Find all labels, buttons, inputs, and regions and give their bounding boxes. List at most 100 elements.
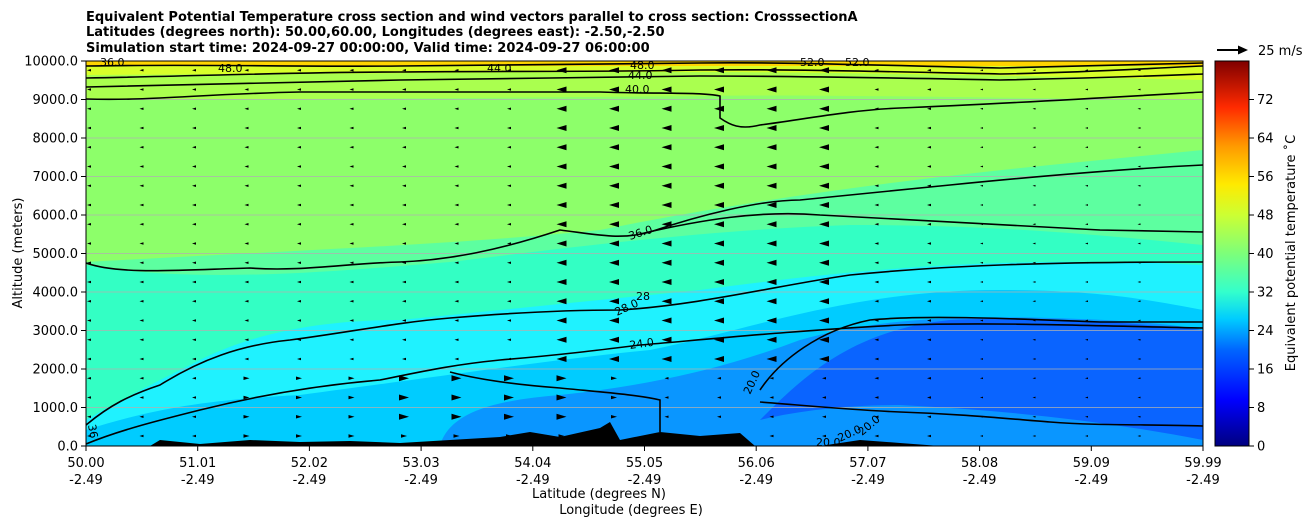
wind-vector	[296, 395, 302, 400]
wind-vector	[1137, 377, 1141, 380]
wind-vector	[1085, 338, 1088, 341]
wind-vector	[244, 338, 249, 341]
wind-vector	[454, 69, 459, 72]
wind-vector	[1085, 261, 1088, 264]
y-tick-label: 3000.0	[33, 324, 79, 339]
wind-vector	[507, 107, 511, 110]
wind-vector	[874, 242, 879, 245]
x-axis-label-longitude: Longitude (degrees E)	[559, 503, 703, 518]
wind-vector	[192, 223, 196, 226]
wind-vector	[1137, 338, 1141, 341]
wind-vector	[1032, 415, 1036, 418]
wind-vector	[1032, 165, 1036, 168]
wind-vector	[556, 317, 567, 324]
wind-vector	[556, 163, 567, 170]
wind-vector	[454, 223, 459, 226]
wind-vector	[1085, 204, 1088, 206]
wind-vector	[556, 375, 567, 382]
wind-vector	[874, 280, 879, 284]
wind-vector	[1137, 165, 1141, 168]
wind-vector	[874, 434, 879, 438]
wind-vector	[609, 202, 619, 208]
wind-vector	[609, 67, 619, 74]
wind-vector	[819, 144, 829, 151]
wind-vector	[927, 184, 931, 187]
wind-vector	[819, 125, 829, 131]
x-tick-label-lon: -2.49	[181, 473, 215, 488]
wind-vector	[507, 126, 511, 130]
wind-vector	[819, 163, 829, 170]
wind-vector	[609, 279, 619, 285]
wind-vector	[874, 126, 879, 130]
colorbar-gradient	[1214, 60, 1250, 447]
wind-vector	[766, 298, 777, 305]
wind-vector	[243, 434, 250, 438]
wind-vector	[874, 107, 879, 110]
wind-vector	[714, 182, 724, 189]
wind-vector	[87, 223, 91, 226]
wind-vector	[611, 414, 617, 419]
wind-vector	[874, 300, 879, 303]
wind-vector	[819, 279, 829, 285]
wind-vector	[349, 261, 354, 264]
wind-vector	[87, 69, 91, 72]
wind-vector	[927, 357, 931, 361]
colorbar-tick-label: 8	[1257, 401, 1265, 416]
wind-vector	[454, 184, 459, 187]
wind-vector	[714, 221, 724, 228]
wind-vector	[1032, 396, 1036, 399]
wind-vector	[556, 279, 567, 285]
wind-vector	[819, 67, 829, 74]
x-axis-label-latitude: Latitude (degrees N)	[532, 487, 666, 502]
wind-vector	[1137, 435, 1141, 437]
wind-vector	[139, 280, 144, 284]
wind-vector	[556, 394, 567, 401]
wind-vector	[402, 88, 406, 91]
wind-vector	[1085, 358, 1088, 360]
wind-vector	[349, 280, 354, 284]
wind-vector	[927, 319, 931, 322]
wind-vector	[556, 86, 567, 93]
wind-vector	[980, 69, 983, 72]
wind-vector	[1032, 435, 1036, 437]
wind-vector	[507, 261, 511, 264]
wind-vector	[87, 377, 91, 380]
wind-vector	[717, 377, 721, 380]
wind-vector	[766, 279, 777, 285]
wind-vector	[766, 336, 777, 343]
contour-label: 20.0	[816, 436, 841, 449]
contour-36	[639, 212, 1203, 235]
wind-vector	[402, 300, 406, 303]
wind-vector	[1137, 415, 1141, 418]
wind-vector	[1032, 300, 1036, 303]
wind-vector	[139, 261, 144, 264]
wind-vector	[349, 165, 354, 168]
wind-vector	[454, 88, 459, 91]
colorbar-tick-label: 56	[1257, 170, 1274, 185]
wind-vector	[714, 67, 724, 74]
wind-vector	[819, 240, 829, 247]
wind-vector	[609, 298, 619, 305]
wind-vector	[348, 395, 355, 400]
wind-vector	[556, 298, 567, 305]
wind-vector	[556, 202, 567, 208]
wind-vector	[402, 146, 406, 149]
wind-vector	[556, 336, 567, 343]
wind-vector	[819, 86, 829, 93]
wind-vector	[349, 300, 354, 303]
wind-vector	[1137, 281, 1141, 283]
wind-vector	[714, 105, 724, 112]
wind-vector	[927, 377, 931, 380]
x-tick-label-lat: 51.01	[179, 456, 216, 471]
wind-vector	[507, 165, 511, 168]
wind-vector	[349, 338, 354, 341]
wind-vector	[139, 377, 144, 380]
wind-vector	[714, 144, 724, 151]
wind-vector	[980, 165, 983, 168]
wind-vector	[192, 146, 196, 149]
wind-vector	[1085, 165, 1088, 168]
wind-vector	[766, 86, 777, 93]
contour-label: 44.0	[628, 69, 653, 82]
wind-vector	[454, 357, 459, 361]
wind-vector	[664, 415, 669, 418]
